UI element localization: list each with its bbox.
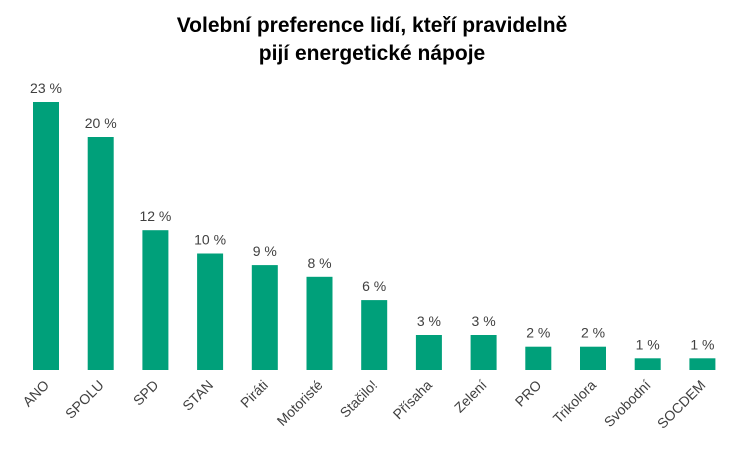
chart-title: Volební preference lidí, kteří pravideln… bbox=[0, 12, 744, 68]
value-label-6: 6 % bbox=[362, 278, 386, 294]
value-label-3: 10 % bbox=[194, 232, 226, 248]
category-label-4: Piráti bbox=[237, 377, 271, 411]
bar-8 bbox=[470, 335, 497, 370]
bar-2 bbox=[142, 230, 169, 370]
bar-12 bbox=[689, 358, 716, 370]
bar-9 bbox=[525, 346, 552, 370]
bar-7 bbox=[415, 335, 442, 370]
category-label-0: ANO bbox=[19, 377, 52, 410]
value-label-1: 20 % bbox=[85, 115, 117, 131]
value-label-5: 8 % bbox=[307, 255, 331, 271]
category-label-5: Motoristé bbox=[274, 377, 326, 429]
value-label-11: 1 % bbox=[636, 336, 660, 352]
category-label-6: Stačilo! bbox=[337, 377, 381, 421]
category-label-9: PRO bbox=[512, 377, 545, 410]
bar-4 bbox=[251, 265, 278, 370]
bar-10 bbox=[580, 346, 606, 370]
bar-6 bbox=[361, 300, 388, 370]
value-label-0: 23 % bbox=[30, 80, 62, 96]
category-label-11: Svobodní bbox=[601, 377, 654, 430]
bar-3 bbox=[197, 253, 224, 370]
bar-1 bbox=[87, 137, 114, 370]
value-label-7: 3 % bbox=[417, 313, 441, 329]
category-label-10: Trikolora bbox=[550, 377, 600, 427]
category-label-3: STAN bbox=[179, 377, 216, 414]
category-labels-group: ANO SPOLU SPD STAN Piráti Motoristé Stačilo! Př… bbox=[19, 377, 708, 432]
value-label-2: 12 % bbox=[139, 208, 171, 224]
bar-11 bbox=[634, 358, 661, 370]
value-label-10: 2 % bbox=[581, 325, 605, 341]
bars-group bbox=[33, 102, 716, 370]
category-label-12: SOCDEM bbox=[654, 377, 709, 432]
category-label-8: Zelení bbox=[451, 377, 490, 416]
value-label-8: 3 % bbox=[472, 313, 496, 329]
value-label-4: 9 % bbox=[253, 243, 277, 259]
value-label-9: 2 % bbox=[526, 325, 550, 341]
bar-0 bbox=[33, 102, 59, 370]
category-label-2: SPD bbox=[130, 377, 162, 409]
value-labels-group: 23 % 20 % 12 % 10 % 9 % 8 % 6 % 3 % 3 % 2 % 2 % 1 %… bbox=[30, 80, 714, 352]
chart-title-line-1: Volební preference lidí, kteří pravideln… bbox=[176, 14, 568, 37]
category-label-1: SPOLU bbox=[62, 377, 107, 422]
chart-title-line-2: pijí energetické nápoje bbox=[258, 42, 486, 65]
category-label-7: Přísaha bbox=[390, 377, 436, 423]
value-label-12: 1 % bbox=[690, 336, 714, 352]
bar-5 bbox=[306, 276, 333, 370]
